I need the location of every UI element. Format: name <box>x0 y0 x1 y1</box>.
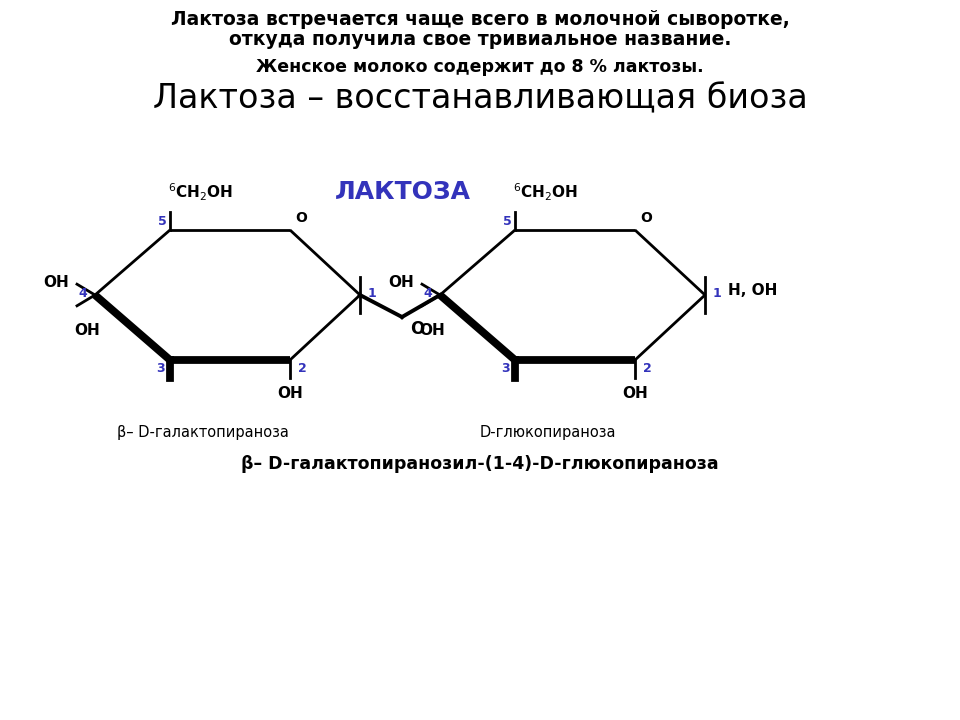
Text: откуда получила свое тривиальное название.: откуда получила свое тривиальное названи… <box>228 30 732 49</box>
Text: 3: 3 <box>501 362 510 375</box>
Text: D-глюкопираноза: D-глюкопираноза <box>479 425 615 440</box>
Text: $^6$CH$_2$OH: $^6$CH$_2$OH <box>168 181 233 203</box>
Text: Лактоза встречается чаще всего в молочной сыворотке,: Лактоза встречается чаще всего в молочно… <box>171 10 789 29</box>
Text: OH: OH <box>420 323 444 338</box>
Text: 4: 4 <box>79 287 87 300</box>
Text: O: O <box>295 211 307 225</box>
Text: 3: 3 <box>156 362 165 375</box>
Text: H, OH: H, OH <box>728 282 778 297</box>
Text: 5: 5 <box>158 215 167 228</box>
Text: β– D-галактопираноза: β– D-галактопираноза <box>116 425 288 440</box>
Text: 2: 2 <box>298 362 307 375</box>
Text: Женское молоко содержит до 8 % лактозы.: Женское молоко содержит до 8 % лактозы. <box>256 58 704 76</box>
Text: 1: 1 <box>713 287 722 300</box>
Text: O: O <box>640 211 652 225</box>
Text: ЛАКТОЗА: ЛАКТОЗА <box>334 180 470 204</box>
Text: OH: OH <box>622 386 648 401</box>
Text: 2: 2 <box>643 362 652 375</box>
Text: OH: OH <box>43 275 69 289</box>
Text: β– D-галактопиранозил-(1-4)-D-глюкопираноза: β– D-галактопиранозил-(1-4)-D-глюкопиран… <box>241 455 719 473</box>
Text: OH: OH <box>277 386 302 401</box>
Text: $^6$CH$_2$OH: $^6$CH$_2$OH <box>513 181 578 203</box>
Text: OH: OH <box>388 275 414 289</box>
Text: 5: 5 <box>503 215 512 228</box>
Text: 1: 1 <box>368 287 376 300</box>
Text: OH: OH <box>74 323 100 338</box>
Text: 4: 4 <box>423 287 432 300</box>
Text: O: O <box>410 320 424 338</box>
Text: Лактоза – восстанавливающая биоза: Лактоза – восстанавливающая биоза <box>153 82 807 115</box>
